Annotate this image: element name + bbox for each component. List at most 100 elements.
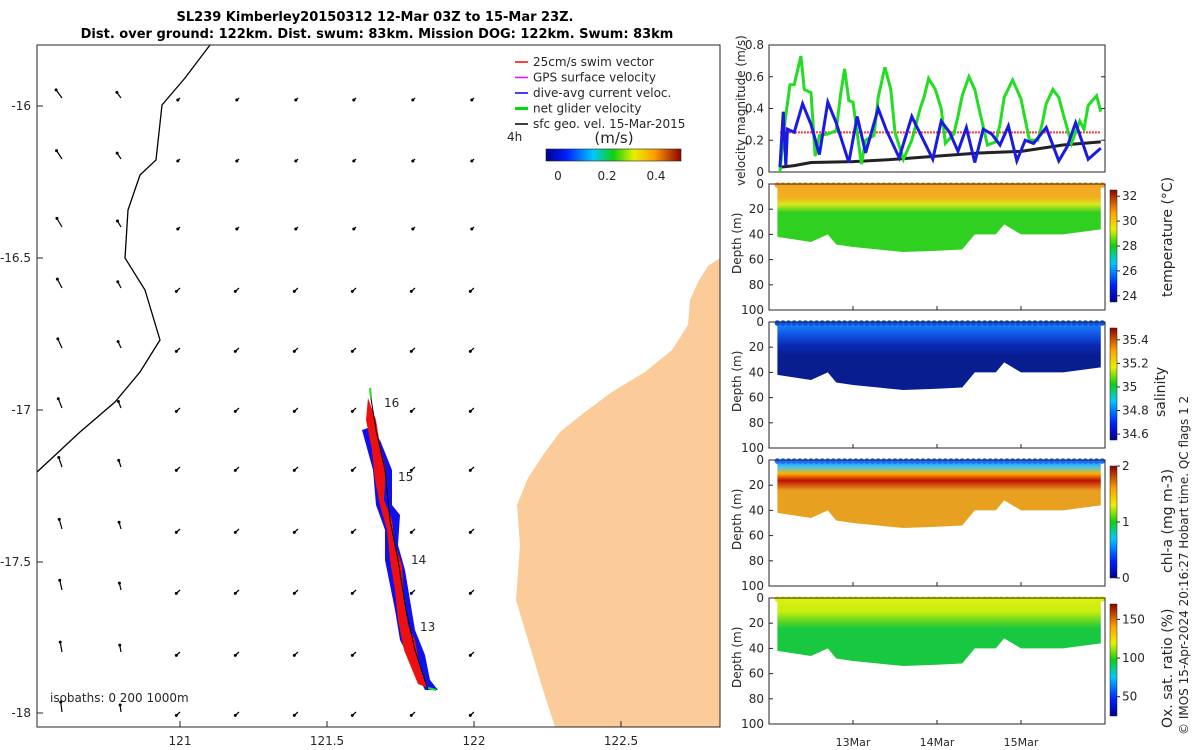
surface-sample <box>1037 458 1044 464</box>
map-axes-box <box>36 44 721 728</box>
surface-sample <box>853 182 859 188</box>
arrow-head <box>468 468 472 472</box>
arrow-head <box>468 409 472 413</box>
arrow-head <box>59 700 63 704</box>
y-axis-label: velocity magnitude (m/s) <box>734 35 748 186</box>
surface-sample <box>931 596 937 602</box>
depth-tick-label: 0 <box>756 591 764 605</box>
surface-sample <box>1060 182 1066 188</box>
surface-sample <box>953 458 960 464</box>
surface-sample <box>914 182 921 188</box>
arrow-head <box>174 468 178 472</box>
surface-sample <box>853 458 859 464</box>
surface-sample <box>948 596 954 602</box>
arrow-head <box>294 159 298 163</box>
colorbar-label: chl-a (mg m-3) <box>1160 469 1176 573</box>
arrow-head <box>174 349 178 353</box>
surface-sample <box>1004 320 1010 326</box>
surface-sample <box>1065 596 1072 602</box>
surface-sample <box>875 320 881 326</box>
surface-sample <box>942 458 949 464</box>
surface-sample <box>853 320 859 326</box>
surface-sample <box>981 320 988 326</box>
surface-sample <box>965 458 971 464</box>
arrow-head <box>118 643 122 647</box>
surface-sample <box>1004 458 1010 464</box>
arrow-head <box>468 591 472 595</box>
surface-sample <box>886 182 893 188</box>
depth-axis-label: Depth (m) <box>730 627 744 688</box>
surface-sample <box>1065 458 1072 464</box>
series-sfc-geo-vel- <box>779 140 1101 169</box>
arrow-head <box>409 409 413 413</box>
arrow-head <box>350 653 354 657</box>
y-tick-label: 0 <box>756 165 764 179</box>
arrow-head <box>409 530 413 534</box>
surface-sample <box>836 320 842 326</box>
surface-sample <box>914 596 921 602</box>
title-line-2: Dist. over ground: 122km. Dist. swum: 83… <box>81 27 674 42</box>
arrow-head <box>174 591 178 595</box>
arrow-head <box>470 98 474 102</box>
depth-tick-label: 40 <box>749 503 764 517</box>
surface-sample <box>819 182 825 188</box>
surface-sample <box>976 320 982 326</box>
velocity-arrow <box>60 702 63 713</box>
surface-sample <box>892 458 898 464</box>
surface-sample <box>1049 596 1055 602</box>
colorbar-tick: 0.4 <box>646 169 665 183</box>
surface-sample <box>825 596 831 602</box>
surface-sample <box>931 458 937 464</box>
arrow-head <box>233 468 237 472</box>
surface-sample <box>808 182 814 188</box>
surface-sample <box>830 182 837 188</box>
surface-sample <box>931 182 937 188</box>
land-australia <box>516 258 720 727</box>
day-label-16: 16 <box>384 396 399 410</box>
arrow-head <box>176 159 180 163</box>
surface-sample <box>1004 596 1010 602</box>
surface-sample <box>987 320 993 326</box>
depth-tick-label: 20 <box>749 616 764 630</box>
surface-sample <box>1071 458 1077 464</box>
surface-sample <box>942 182 949 188</box>
arrow-head <box>174 713 178 717</box>
surface-sample <box>858 320 865 326</box>
surface-sample <box>802 458 809 464</box>
surface-sample <box>993 182 999 188</box>
time-tick-label: 15Mar <box>1004 736 1039 749</box>
arrow-head <box>409 289 413 293</box>
series-net-glider-velocity <box>778 55 1103 173</box>
surface-sample <box>797 458 803 464</box>
depth-tick-label: 60 <box>749 667 764 681</box>
arrow-head <box>233 530 237 534</box>
surface-sample <box>864 458 870 464</box>
time-tick-label: 13Mar <box>836 736 871 749</box>
surface-sample <box>1009 596 1016 602</box>
arrow-head <box>409 349 413 353</box>
arrow-head <box>117 581 121 585</box>
surface-sample <box>897 458 904 464</box>
x-tick-label: 121 <box>169 734 192 748</box>
depth-tick-label: 60 <box>749 391 764 405</box>
oxygen-saturation-panel: 0 20 40 60 80 100 Depth (m) 150 100 50 Ox. sat. ra… <box>730 591 1176 731</box>
arrow-head <box>58 578 62 582</box>
surface-sample <box>1043 596 1049 602</box>
arrow-head <box>292 409 296 413</box>
surface-sample <box>847 458 853 464</box>
surface-sample <box>836 596 842 602</box>
surface-sample <box>1077 320 1083 326</box>
colorbar-tick-label: 35 <box>1122 380 1137 394</box>
y-tick-label: 0.4 <box>745 102 764 116</box>
colorbar-tick-label: 2 <box>1122 459 1130 473</box>
surface-sample <box>1093 320 1100 326</box>
arrow-head <box>233 653 237 657</box>
surface-sample <box>1015 182 1021 188</box>
surface-sample <box>1071 182 1077 188</box>
surface-sample <box>1026 596 1033 602</box>
surface-sample <box>1043 182 1049 188</box>
colorbar <box>1109 465 1118 579</box>
arrow-head <box>115 219 119 223</box>
surface-sample <box>841 182 848 188</box>
